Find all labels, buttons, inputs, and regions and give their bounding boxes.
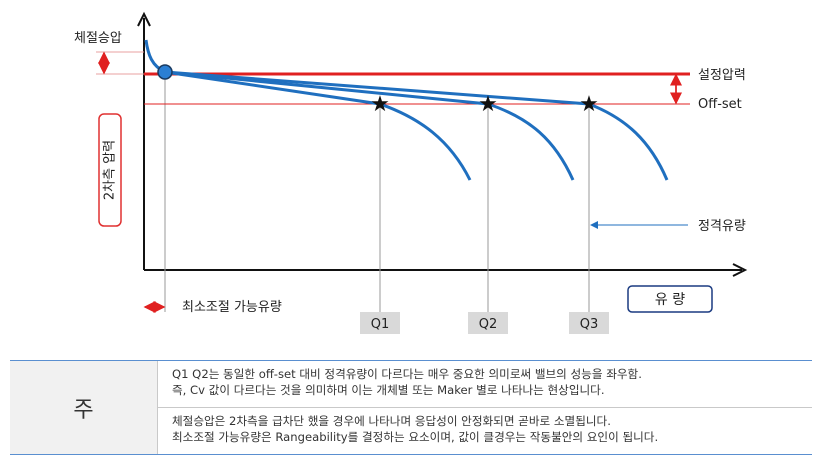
flow-label: 유 량 <box>655 292 685 308</box>
secondary-pressure-label: 2차측 압력 <box>103 140 118 200</box>
q1-box <box>360 312 400 334</box>
note-head: 주 <box>10 361 158 454</box>
pressure-flow-diagram: ★ ★ ★ 체절승압 설정압력 Off-set 정격유량 최소조절 가능유량 2… <box>74 11 748 334</box>
y-axis-arrowhead <box>137 11 151 27</box>
q3-star-icon: ★ <box>579 92 599 117</box>
note-line: 즉, Cv 값이 다르다는 것을 의미하며 이는 개체별 또는 Maker 별로… <box>172 383 605 397</box>
flow-label-box <box>627 285 713 313</box>
note-row: 체절승압은 2차측을 급차단 했을 경우에 나타나며 응답성이 안정화되면 곧바… <box>158 407 812 453</box>
note-table: 주 Q1 Q2는 동일한 off-set 대비 정격유량이 다르다는 매우 중요… <box>10 360 812 455</box>
note-line: Q1 Q2는 동일한 off-set 대비 정격유량이 다르다는 매우 중요한 … <box>172 367 642 381</box>
q2-curve <box>164 70 575 181</box>
x-axis-arrowhead <box>732 263 748 277</box>
secondary-pressure-box <box>98 113 122 227</box>
set-pressure-label: 설정압력 <box>698 68 746 83</box>
note-row: Q1 Q2는 동일한 off-set 대비 정격유량이 다르다는 매우 중요한 … <box>158 361 812 407</box>
rated-flow-label: 정격유량 <box>698 219 746 234</box>
note-line: 체절승압은 2차측을 급차단 했을 경우에 나타나며 응답성이 안정화되면 곧바… <box>172 414 611 428</box>
q1-label: Q1 <box>371 317 390 332</box>
q1-star-icon: ★ <box>370 92 390 117</box>
min-flow-label: 최소조절 가능유량 <box>182 300 282 315</box>
pressure-rise-label: 체절승압 <box>74 31 122 46</box>
min-flow-point <box>157 64 173 80</box>
q3-box <box>569 312 609 334</box>
note-line: 최소조절 가능유량은 Rangeability를 결정하는 요소이며, 값이 클… <box>172 430 659 444</box>
q2-label: Q2 <box>479 317 498 332</box>
q3-curve <box>164 70 669 181</box>
q1-curve <box>164 70 472 181</box>
q3-label: Q3 <box>580 317 599 332</box>
offset-label: Off-set <box>698 97 742 112</box>
note-body: Q1 Q2는 동일한 off-set 대비 정격유량이 다르다는 매우 중요한 … <box>158 361 812 454</box>
q2-star-icon: ★ <box>478 92 498 117</box>
q2-box <box>468 312 508 334</box>
